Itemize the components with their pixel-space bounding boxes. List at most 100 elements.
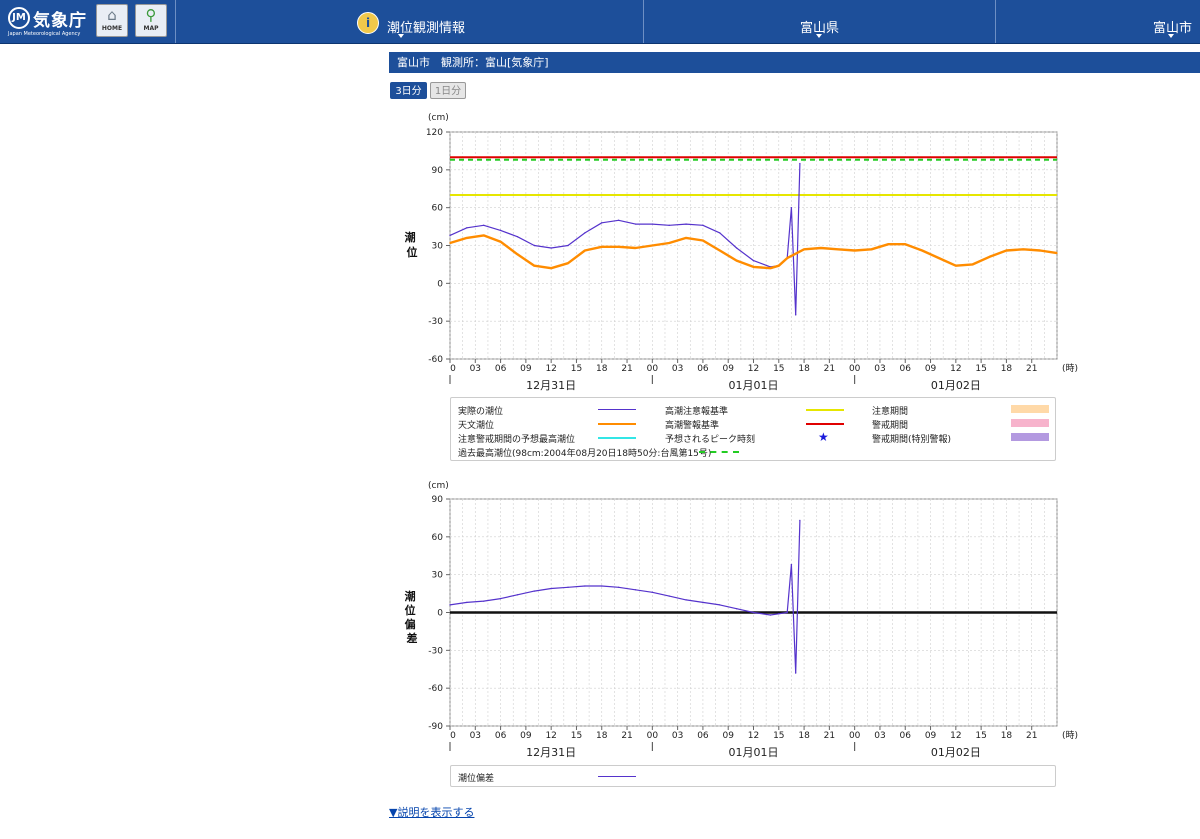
star-icon: ★	[818, 430, 829, 444]
data-point	[651, 591, 654, 594]
data-point	[499, 241, 502, 243]
prefecture-label: 富山県	[800, 21, 840, 36]
tab-1-day[interactable]: 1日分	[430, 82, 466, 99]
jma-emblem-icon: JM	[8, 7, 30, 29]
data-point	[735, 608, 738, 610]
series-lines	[449, 519, 1057, 674]
series-line	[449, 234, 1058, 270]
deviation-chart-legend: 潮位偏差	[450, 765, 1056, 787]
y-axis-title-line2: 位	[405, 603, 416, 617]
y-axis-title-line2: 位	[407, 245, 418, 259]
city-dropdown[interactable]: 富山市	[996, 0, 1200, 43]
x-tick-label: 18	[798, 364, 810, 374]
y-axis-title-line1: 潮	[405, 589, 416, 603]
data-point	[790, 206, 793, 209]
y-tick-label: 120	[426, 128, 443, 138]
home-button[interactable]: ⌂ HOME	[96, 4, 128, 37]
legend-observed: 実際の潮位	[458, 407, 504, 417]
data-point	[651, 223, 654, 225]
day-label: 01月02日	[931, 379, 981, 392]
day-label: 01月01日	[729, 746, 779, 759]
day-labels: 12月31日 01月01日 01月02日	[449, 375, 981, 392]
y-unit-label: (cm)	[428, 113, 449, 123]
data-point	[483, 224, 485, 227]
info-icon: i	[357, 12, 379, 34]
x-tick-label: 21	[1026, 364, 1037, 374]
y-tick-label: 90	[432, 166, 444, 176]
x-tick-label: 06	[697, 364, 709, 374]
data-point	[449, 242, 451, 244]
data-point	[786, 611, 788, 614]
x-tick-label: 12	[545, 364, 556, 374]
legend-astronomical-swatch	[598, 423, 636, 425]
legend-warning-period-swatch	[1011, 419, 1049, 427]
jma-logo[interactable]: JM 気象庁 Japan Meteorological Agency	[8, 6, 92, 38]
legend-peak-time: 予想されるピーク時刻	[665, 435, 756, 445]
data-point	[634, 247, 637, 249]
x-tick-label: 18	[596, 364, 608, 374]
y-tick-label: -60	[428, 355, 443, 365]
house-icon: ⌂	[107, 6, 117, 24]
data-point	[955, 264, 957, 267]
agency-name: 気象庁	[33, 11, 87, 31]
legend-deviation: 潮位偏差	[458, 774, 495, 784]
data-point	[752, 259, 755, 262]
data-point	[735, 247, 738, 249]
top-navigation-bar: JM 気象庁 Japan Meteorological Agency ⌂ HOM…	[0, 0, 1200, 44]
chevron-down-icon	[398, 34, 404, 38]
legend-deviation-swatch	[598, 776, 636, 777]
x-tick-label: 0	[450, 731, 456, 741]
day-label: 12月31日	[526, 379, 576, 392]
legend-warning-period: 警戒期間	[872, 421, 909, 431]
prefecture-dropdown[interactable]: 富山県	[644, 0, 995, 43]
data-point	[634, 223, 637, 225]
x-tick-label: 12	[950, 731, 961, 741]
data-point	[533, 264, 536, 267]
menu-dropdown[interactable]: i 潮位観測情報	[176, 0, 643, 43]
data-point	[719, 604, 721, 606]
x-tick-label: 06	[697, 731, 709, 741]
menu-title: 潮位観測情報	[387, 21, 466, 36]
data-point	[837, 248, 839, 250]
y-tick-label: 0	[437, 609, 443, 619]
x-tick-label: 09	[722, 364, 734, 374]
x-tick-label: 06	[900, 731, 912, 741]
map-button[interactable]: ⚲ MAP	[135, 4, 167, 37]
x-tick-label: 09	[925, 731, 937, 741]
show-explanation-link[interactable]: ▼説明を表示する	[389, 806, 475, 819]
y-tick-label: -90	[428, 722, 443, 732]
y-axis-title: 潮 位 偏 差	[405, 589, 420, 645]
tab-3-days[interactable]: 3日分	[390, 82, 427, 99]
data-point	[803, 248, 805, 250]
x-tick-label: 00	[849, 731, 861, 741]
legend-predicted-max-swatch	[598, 437, 636, 439]
x-tick-label: 15	[975, 364, 986, 374]
data-point	[1005, 249, 1008, 252]
legend-astronomical: 天文潮位	[458, 421, 495, 431]
x-tick-label: 06	[495, 731, 507, 741]
data-point	[567, 244, 569, 247]
data-point	[668, 595, 670, 597]
data-point	[634, 589, 637, 591]
data-point	[499, 229, 502, 232]
data-point	[466, 227, 468, 229]
x-tick-label: 09	[722, 731, 734, 741]
y-axis-title-line4: 差	[407, 631, 418, 645]
data-point	[685, 223, 687, 225]
data-point	[1039, 249, 1041, 252]
data-point	[516, 253, 519, 256]
data-point	[617, 219, 620, 221]
station-title-bar: 富山市 観測所：富山[気象庁]	[389, 52, 1200, 73]
legend-caution-period: 注意期間	[872, 407, 909, 417]
grid	[446, 131, 1058, 363]
threshold-lines	[450, 156, 1057, 197]
data-point	[988, 256, 991, 258]
x-tick-label: 00	[647, 364, 659, 374]
data-point	[685, 599, 687, 601]
data-point	[790, 563, 793, 566]
data-point	[853, 249, 856, 252]
nav-divider	[175, 0, 176, 43]
data-point	[567, 586, 569, 588]
data-point	[786, 257, 788, 259]
